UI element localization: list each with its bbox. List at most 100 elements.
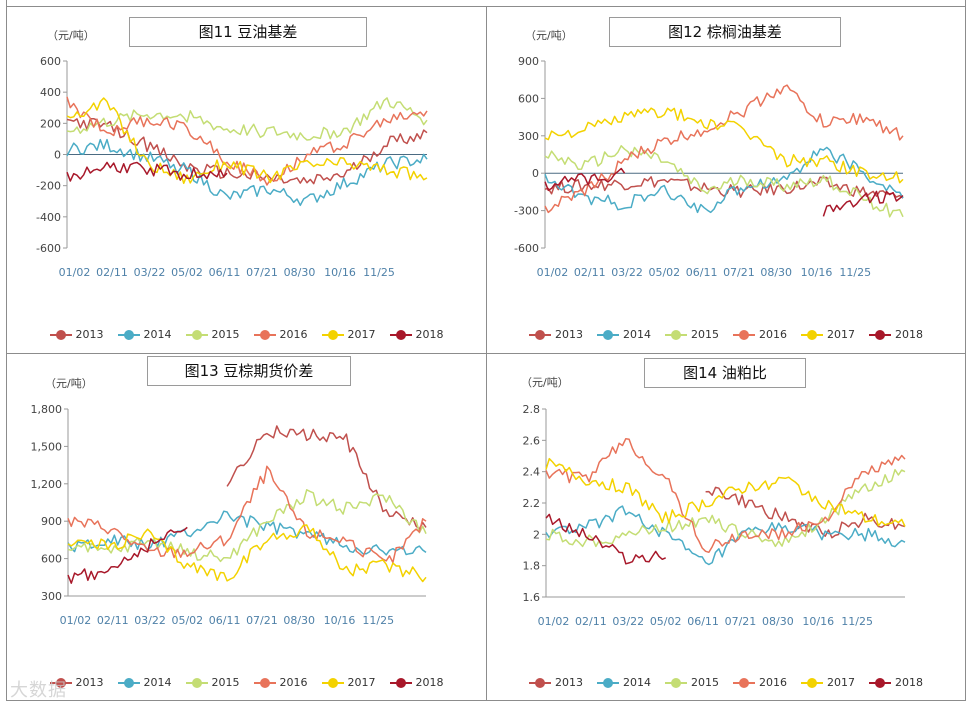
legend-label: 2016 <box>279 676 308 689</box>
x-tick-label: 05/02 <box>171 614 203 627</box>
x-tick-label: 07/21 <box>725 615 757 628</box>
legend-item-2016: 2016 <box>253 328 308 341</box>
series-line-2018 <box>66 161 228 182</box>
series-line-2014 <box>66 138 428 207</box>
x-tick-label: 02/11 <box>97 614 129 627</box>
legend-label: 2015 <box>691 676 719 689</box>
x-tick-label: 05/02 <box>171 266 203 279</box>
y-tick-label: 2.4 <box>523 466 541 479</box>
legend-swatch <box>733 329 755 340</box>
y-tick-label: 1,800 <box>31 403 63 416</box>
legend-swatch <box>185 329 208 340</box>
y-tick-label: 1.8 <box>523 560 541 573</box>
x-tick-label: 01/02 <box>537 266 569 279</box>
legend-swatch <box>253 329 276 340</box>
series-line-2013 <box>226 425 427 530</box>
chart-panel-palm-oil-basis: 图12 棕榈油基差 （元/吨） -600 -300 0 300 600 900 01/02 0… <box>486 6 966 354</box>
x-tick-label: 11/25 <box>841 615 873 628</box>
legend-swatch <box>801 329 823 340</box>
legend-item-2017: 2017 <box>801 676 855 689</box>
legend-swatch <box>389 329 412 340</box>
series-line-2014 <box>544 146 904 214</box>
legend-item-2017: 2017 <box>321 328 376 341</box>
legend-item-2013: 2013 <box>529 676 583 689</box>
x-tick-label: 06/11 <box>686 266 718 279</box>
chart-title: 图11 豆油基差 <box>129 17 367 47</box>
legend-label: 2013 <box>75 676 104 689</box>
x-tick-label: 11/25 <box>362 614 394 627</box>
legend-label: 2018 <box>895 328 923 341</box>
y-tick-label: -300 <box>514 205 539 218</box>
series-line-2014 <box>545 505 906 566</box>
x-tick-label: 10/16 <box>801 266 833 279</box>
legend-swatch <box>321 677 344 688</box>
legend-swatch <box>389 677 412 688</box>
chart-title: 图14 油粕比 <box>644 358 806 388</box>
y-tick-label: 2.6 <box>523 434 541 447</box>
y-tick-label: -400 <box>36 211 61 224</box>
chart-title: 图12 棕榈油基差 <box>609 17 841 47</box>
legend-label: 2015 <box>211 676 240 689</box>
watermark: 大数据 <box>10 680 67 701</box>
chart-title: 图13 豆棕期货价差 <box>147 356 351 386</box>
legend-item-2013: 2013 <box>529 328 583 341</box>
y-tick-label: 0 <box>54 149 61 162</box>
legend-swatch <box>869 329 891 340</box>
legend-item-2016: 2016 <box>733 676 787 689</box>
x-tick-label: 03/22 <box>612 615 644 628</box>
unit-label: （元/吨） <box>525 29 573 42</box>
legend-swatch <box>321 329 344 340</box>
series-line-2015 <box>66 97 428 141</box>
y-tick-label: -600 <box>514 242 539 255</box>
legend-label: 2015 <box>211 328 240 341</box>
series-line-2018 <box>545 513 667 565</box>
x-tick-label: 08/30 <box>762 615 794 628</box>
legend-swatch <box>49 677 72 688</box>
x-tick-label: 07/21 <box>246 614 278 627</box>
series-line-2016 <box>67 465 427 564</box>
legend-swatch <box>665 677 687 688</box>
legend-item-2015: 2015 <box>665 676 719 689</box>
legend-label: 2017 <box>347 328 376 341</box>
legend-swatch <box>117 677 140 688</box>
y-tick-label: 0 <box>532 167 539 180</box>
legend-item-2014: 2014 <box>117 676 172 689</box>
x-tick-label: 08/30 <box>284 266 316 279</box>
legend-item-2018: 2018 <box>869 676 923 689</box>
legend-swatch <box>185 677 208 688</box>
x-tick-label: 03/22 <box>611 266 643 279</box>
legend-label: 2016 <box>279 328 308 341</box>
y-tick-label: 400 <box>40 86 61 99</box>
legend-item-2017: 2017 <box>321 676 376 689</box>
series-line-2016 <box>545 437 906 554</box>
legend-item-2014: 2014 <box>597 328 651 341</box>
legend-label: 2014 <box>143 676 172 689</box>
legend-label: 2014 <box>623 328 651 341</box>
legend-swatch <box>869 677 891 688</box>
legend-item-2018: 2018 <box>389 328 444 341</box>
series-line-2017 <box>66 97 428 185</box>
series-line-2015 <box>545 468 906 548</box>
series-line-2018 <box>67 526 188 584</box>
legend-label: 2013 <box>555 328 583 341</box>
y-tick-label: 2.8 <box>523 403 541 416</box>
legend-item-2017: 2017 <box>801 328 855 341</box>
legend-label: 2014 <box>143 328 172 341</box>
series-line-2015 <box>544 145 904 218</box>
legend-label: 2014 <box>623 676 651 689</box>
legend-item-2014: 2014 <box>117 328 172 341</box>
y-tick-label: 300 <box>518 130 539 143</box>
chart-plot: 300 600 900 1,200 1,500 1,800 01/02 02/11 03/22 0… <box>31 403 427 627</box>
series-line-2018 <box>822 190 904 217</box>
x-tick-label: 02/11 <box>574 266 606 279</box>
y-tick-label: -200 <box>36 180 61 193</box>
unit-label: （元/吨） <box>47 29 95 42</box>
legend-item-2016: 2016 <box>733 328 787 341</box>
x-tick-label: 03/22 <box>134 614 166 627</box>
legend-item-2015: 2015 <box>185 328 240 341</box>
series-line-2016 <box>66 96 428 186</box>
y-tick-label: 900 <box>518 55 539 68</box>
y-tick-label: 2.2 <box>523 497 541 510</box>
x-tick-label: 08/30 <box>760 266 792 279</box>
legend-item-2013: 2013 <box>49 676 104 689</box>
